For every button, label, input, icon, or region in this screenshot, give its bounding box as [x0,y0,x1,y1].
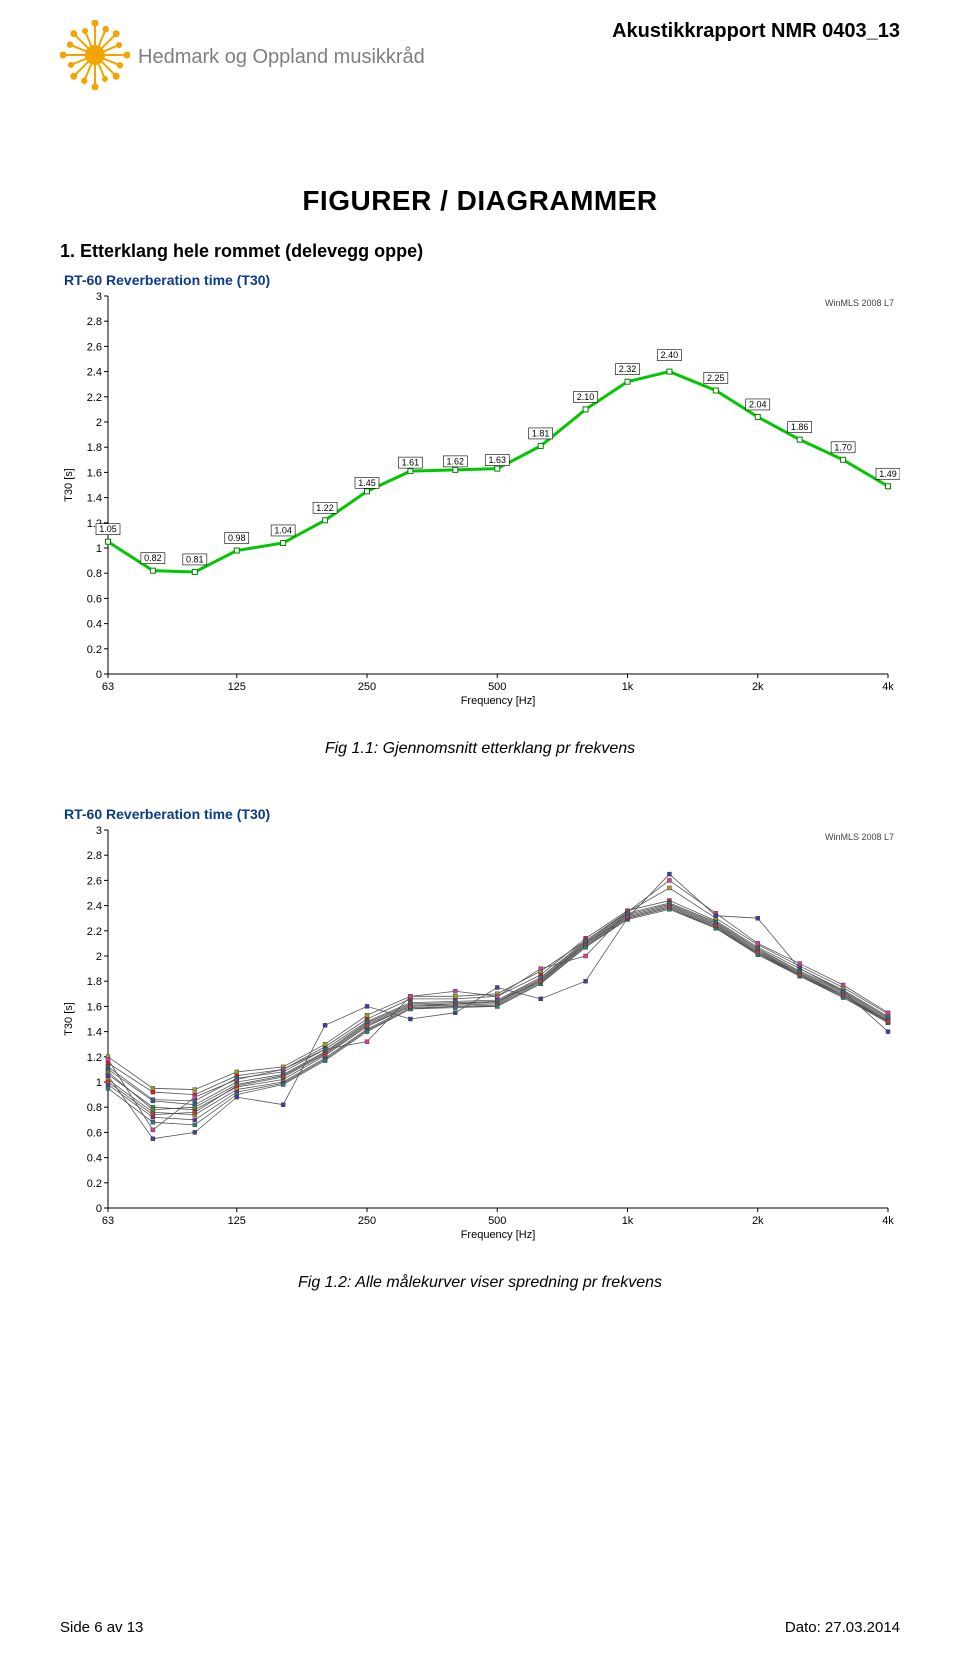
svg-text:63: 63 [102,1215,114,1227]
svg-text:2.04: 2.04 [749,399,767,409]
svg-text:1: 1 [96,1077,102,1089]
svg-text:0.4: 0.4 [87,619,102,631]
svg-text:1.8: 1.8 [87,442,102,454]
svg-text:1.6: 1.6 [87,467,102,479]
svg-text:2: 2 [96,417,102,429]
svg-text:1k: 1k [622,681,634,693]
svg-text:1.49: 1.49 [879,469,897,479]
chart2: 0 0.2 0.4 0.6 0.8 1 1.2 1.4 1.6 1.8 2 2.2 2.4 2.6 2.8 3… [60,822,900,1262]
svg-text:4k: 4k [882,1215,894,1227]
svg-text:2.40: 2.40 [661,350,679,360]
svg-text:2.6: 2.6 [87,341,102,353]
footer-right: Dato: 27.03.2014 [785,1619,900,1636]
section-heading: FIGURER / DIAGRAMMER [60,185,900,217]
svg-text:1.62: 1.62 [447,456,465,466]
svg-text:1.04: 1.04 [274,525,292,535]
svg-text:125: 125 [228,1215,246,1227]
svg-text:0.98: 0.98 [228,533,246,543]
svg-text:1.86: 1.86 [791,422,809,432]
svg-text:T30 [s]: T30 [s] [63,468,75,502]
svg-text:T30 [s]: T30 [s] [63,1002,75,1036]
svg-text:0.8: 0.8 [87,1102,102,1114]
fig2-caption: Fig 1.2: Alle målekurver viser spredning… [60,1274,900,1292]
svg-text:1.81: 1.81 [532,428,550,438]
svg-text:0.6: 0.6 [87,593,102,605]
svg-text:2.2: 2.2 [87,392,102,404]
svg-text:1.63: 1.63 [488,455,506,465]
document-page: Hedmark og Oppland musikkråd Akustikkrap… [0,0,960,1666]
chart1-title: RT-60 Reverberation time (T30) [64,272,900,288]
svg-text:2.25: 2.25 [707,373,725,383]
page-header: Hedmark og Oppland musikkråd Akustikkrap… [60,20,900,95]
svg-text:0: 0 [96,669,102,681]
svg-text:3: 3 [96,825,102,837]
svg-text:0.6: 0.6 [87,1127,102,1139]
svg-text:1.45: 1.45 [358,478,376,488]
fig1-caption: Fig 1.1: Gjennomsnitt etterklang pr frek… [60,740,900,758]
svg-text:2: 2 [96,951,102,963]
svg-text:Frequency [Hz]: Frequency [Hz] [461,1229,536,1241]
svg-text:0.81: 0.81 [186,554,204,564]
svg-text:0: 0 [96,1203,102,1215]
svg-text:125: 125 [228,681,246,693]
subsection-heading: 1. Etterklang hele rommet (delevegg oppe… [60,241,900,262]
svg-text:Frequency [Hz]: Frequency [Hz] [461,695,536,707]
svg-text:2.4: 2.4 [87,367,102,379]
svg-text:1.4: 1.4 [87,493,102,505]
brand-text: Hedmark og Oppland musikkråd [138,46,425,69]
svg-text:1.05: 1.05 [99,524,117,534]
svg-text:2.8: 2.8 [87,850,102,862]
svg-text:2.2: 2.2 [87,926,102,938]
footer-left: Side 6 av 13 [60,1619,143,1636]
svg-text:500: 500 [488,1215,506,1227]
document-title: Akustikkrapport NMR 0403_13 [612,20,900,43]
svg-text:1.8: 1.8 [87,976,102,988]
svg-text:0.4: 0.4 [87,1153,102,1165]
page-footer: Side 6 av 13 Dato: 27.03.2014 [60,1619,900,1636]
svg-text:0.2: 0.2 [87,1178,102,1190]
brand: Hedmark og Oppland musikkråd [60,20,425,95]
svg-text:250: 250 [358,1215,376,1227]
svg-text:1.22: 1.22 [316,503,334,513]
svg-text:3: 3 [96,291,102,303]
svg-text:1.6: 1.6 [87,1001,102,1013]
svg-text:1k: 1k [622,1215,634,1227]
svg-text:2k: 2k [752,681,764,693]
svg-text:63: 63 [102,681,114,693]
svg-text:2.6: 2.6 [87,875,102,887]
svg-text:1.70: 1.70 [834,442,852,452]
svg-text:1.4: 1.4 [87,1027,102,1039]
svg-text:4k: 4k [882,681,894,693]
chart2-title: RT-60 Reverberation time (T30) [64,806,900,822]
svg-text:0.8: 0.8 [87,568,102,580]
svg-text:1.61: 1.61 [402,458,420,468]
svg-text:2.8: 2.8 [87,316,102,328]
svg-text:500: 500 [488,681,506,693]
logo-icon [60,20,130,95]
svg-text:250: 250 [358,681,376,693]
svg-text:2.10: 2.10 [577,392,595,402]
svg-text:WinMLS 2008 L7: WinMLS 2008 L7 [825,298,894,308]
svg-text:0.82: 0.82 [144,553,162,563]
svg-text:0.2: 0.2 [87,644,102,656]
svg-text:2k: 2k [752,1215,764,1227]
chart1: 00.20.40.60.811.21.41.61.822.22.42.62.83… [60,288,900,728]
svg-text:2.32: 2.32 [619,364,637,374]
svg-text:2.4: 2.4 [87,901,102,913]
svg-text:1: 1 [96,543,102,555]
svg-text:WinMLS 2008 L7: WinMLS 2008 L7 [825,832,894,842]
svg-text:1.2: 1.2 [87,1052,102,1064]
